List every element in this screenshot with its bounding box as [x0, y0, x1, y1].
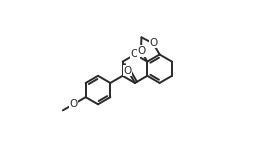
Text: O: O: [131, 49, 139, 59]
Text: O: O: [150, 38, 158, 48]
Text: O: O: [123, 66, 132, 76]
Text: O: O: [70, 99, 78, 109]
Text: O: O: [138, 46, 146, 56]
